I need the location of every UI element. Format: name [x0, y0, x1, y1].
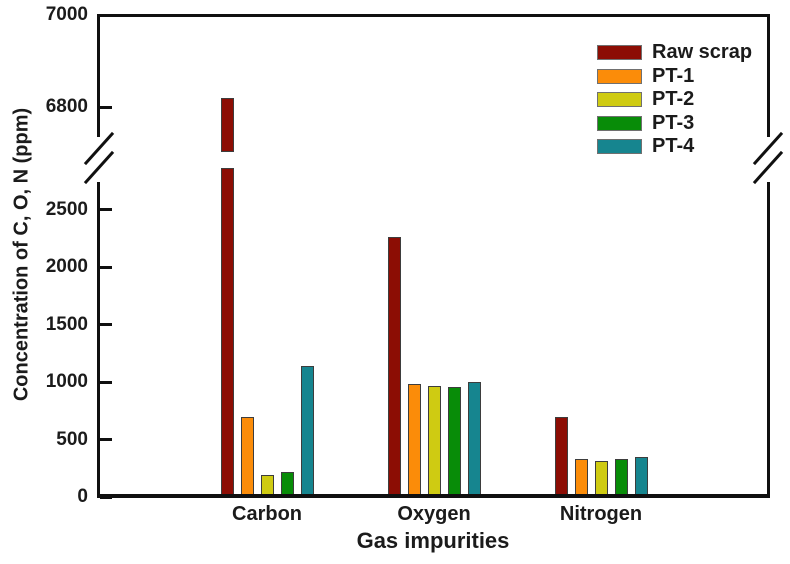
legend-label-raw-scrap: Raw scrap [652, 41, 753, 63]
y-tick-label-2000: 2000 [45, 256, 88, 277]
y-tick-label-1000: 1000 [45, 371, 88, 392]
axis-break-mark-left-1 [83, 131, 115, 166]
legend-label-pt-3: PT-3 [652, 111, 695, 134]
bar-pt-4-oxygen [467, 382, 481, 497]
bar-raw-scrap-oxygen [387, 237, 401, 497]
bar-pt-3-oxygen [447, 387, 461, 497]
x-category-label-carbon: Carbon [232, 503, 302, 525]
legend-label-pt-1: PT-1 [652, 64, 695, 87]
legend-swatch-raw-scrap [597, 45, 642, 60]
axis-break-mark-right-2 [752, 150, 784, 185]
legend-label-pt-4: PT-4 [652, 135, 695, 158]
bar-raw-scrap-carbon-lower-segment [220, 168, 234, 497]
bar-pt-1-carbon [240, 416, 254, 497]
bar-pt-4-nitrogen [634, 457, 648, 497]
y-tick-label-1500: 1500 [45, 313, 88, 335]
y-tick-2000 [100, 265, 112, 269]
y-tick-1000 [100, 380, 112, 384]
y-tick-label-6800: 6800 [45, 96, 88, 117]
legend-swatch-pt-1 [597, 68, 642, 84]
x-category-label-oxygen: Oxygen [397, 503, 471, 525]
legend-label-pt-2: PT-2 [652, 88, 695, 111]
y-tick-0 [100, 495, 112, 499]
y-tick-label-500: 500 [56, 428, 88, 450]
y-tick-label-7000: 7000 [45, 4, 88, 25]
bar-pt-3-carbon [280, 471, 294, 497]
legend-swatch-pt-4 [597, 139, 642, 155]
y-tick-label-0: 0 [77, 486, 88, 507]
x-axis-title: Gas impurities [356, 528, 510, 553]
bar-pt-2-nitrogen [594, 461, 608, 497]
legend-swatch-pt-2 [597, 92, 642, 108]
axis-break-mark-right-1 [752, 131, 784, 166]
y-tick-2500 [100, 208, 112, 211]
bar-pt-1-nitrogen [574, 459, 588, 497]
bar-pt-2-carbon [260, 475, 274, 497]
axis-break-mark-left-2 [83, 150, 115, 185]
bar-pt-3-nitrogen [614, 459, 628, 497]
bar-raw-scrap-carbon-upper-segment [220, 97, 234, 152]
y-tick-1500 [100, 323, 112, 326]
bar-pt-4-carbon [300, 365, 314, 497]
x-category-label-nitrogen: Nitrogen [559, 503, 643, 525]
y-tick-label-2500: 2500 [45, 198, 88, 220]
bar-raw-scrap-nitrogen [554, 416, 568, 497]
legend-swatch-pt-3 [597, 115, 642, 131]
bar-pt-2-oxygen [427, 386, 441, 497]
y-tick-6800 [100, 105, 112, 109]
y-tick-500 [100, 438, 112, 441]
bar-pt-1-oxygen [407, 384, 421, 497]
